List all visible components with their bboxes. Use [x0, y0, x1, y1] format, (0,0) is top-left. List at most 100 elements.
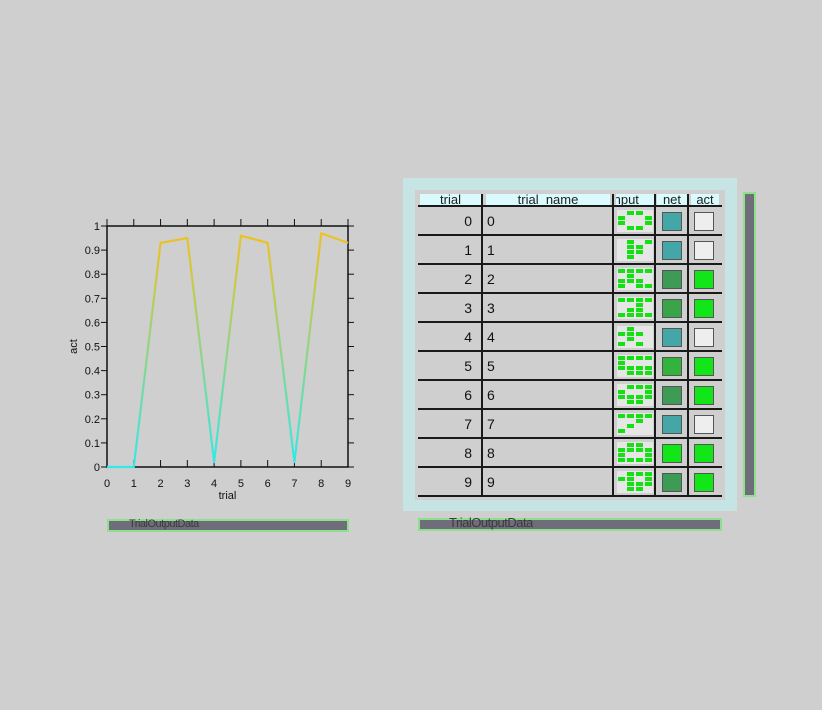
act-swatch[interactable] — [694, 415, 714, 434]
x-tick-label: 3 — [184, 478, 190, 490]
y-tick-label: 0.6 — [85, 317, 100, 329]
act-swatch[interactable] — [694, 357, 714, 376]
trial-cell[interactable]: 8 — [464, 445, 472, 461]
trial-name-cell[interactable]: 8 — [487, 445, 495, 461]
net-swatch[interactable] — [662, 415, 682, 434]
input-unit — [627, 211, 634, 215]
grid-caption-bar[interactable] — [418, 518, 722, 531]
act-swatch[interactable] — [694, 386, 714, 405]
trial-name-cell[interactable]: 7 — [487, 416, 495, 432]
row-divider — [418, 350, 722, 352]
input-pattern-cell[interactable] — [617, 355, 653, 377]
trial-name-cell[interactable]: 2 — [487, 271, 495, 287]
input-unit — [627, 356, 634, 360]
trial-name-cell[interactable]: 3 — [487, 300, 495, 316]
input-pattern-cell[interactable] — [617, 326, 653, 348]
act-swatch[interactable] — [694, 299, 714, 318]
grid-scrollbar[interactable] — [743, 192, 756, 497]
plot-caption-bar[interactable] — [107, 519, 349, 532]
net-swatch[interactable] — [662, 357, 682, 376]
input-unit — [627, 308, 634, 312]
trial-name-cell[interactable]: 0 — [487, 213, 495, 229]
input-pattern-cell[interactable] — [617, 384, 653, 406]
column-divider — [687, 194, 689, 497]
act-swatch[interactable] — [694, 212, 714, 231]
input-unit — [627, 255, 634, 259]
trial-name-cell[interactable]: 4 — [487, 329, 495, 345]
input-unit — [627, 298, 634, 302]
net-swatch[interactable] — [662, 299, 682, 318]
input-unit — [636, 482, 643, 486]
act-swatch[interactable] — [694, 473, 714, 492]
input-unit — [645, 269, 652, 273]
input-pattern-cell[interactable] — [617, 239, 653, 261]
net-swatch[interactable] — [662, 212, 682, 231]
header-act[interactable]: act — [691, 194, 719, 206]
input-pattern-cell[interactable] — [617, 297, 653, 319]
grid-caption: TrialOutputData — [449, 515, 533, 530]
act-swatch[interactable] — [694, 241, 714, 260]
input-unit — [636, 487, 643, 491]
input-unit — [618, 356, 625, 360]
row-divider — [418, 205, 722, 207]
y-tick-label: 0.4 — [85, 366, 100, 378]
act-line-series — [107, 232, 349, 469]
net-swatch[interactable] — [662, 270, 682, 289]
input-pattern-cell[interactable] — [617, 471, 653, 493]
net-swatch[interactable] — [662, 473, 682, 492]
net-swatch[interactable] — [662, 444, 682, 463]
trial-cell[interactable]: 6 — [464, 387, 472, 403]
input-unit — [636, 332, 643, 336]
trial-cell[interactable]: 3 — [464, 300, 472, 316]
act-swatch[interactable] — [694, 328, 714, 347]
x-tick-label: 1 — [131, 478, 137, 490]
input-unit — [618, 216, 625, 220]
trial-cell[interactable]: 4 — [464, 329, 472, 345]
row-divider — [418, 292, 722, 294]
trial-name-cell[interactable]: 1 — [487, 242, 495, 258]
y-axis-label: act — [68, 339, 80, 354]
input-pattern-cell[interactable] — [617, 268, 653, 290]
trial-name-cell[interactable]: 6 — [487, 387, 495, 403]
input-unit — [645, 240, 652, 244]
input-pattern-cell[interactable] — [617, 413, 653, 435]
input-unit — [627, 366, 634, 370]
header-trial[interactable]: trial — [420, 194, 481, 206]
x-tick-label: 0 — [104, 478, 110, 490]
input-unit — [627, 240, 634, 244]
trial-cell[interactable]: 7 — [464, 416, 472, 432]
row-divider — [418, 321, 722, 323]
x-tick-label: 8 — [318, 478, 324, 490]
header-trial-name[interactable]: trial_name — [486, 194, 610, 206]
act-swatch[interactable] — [694, 444, 714, 463]
input-pattern-cell[interactable] — [617, 442, 653, 464]
y-tick-label: 0.8 — [85, 269, 100, 281]
net-swatch[interactable] — [662, 386, 682, 405]
trial-cell[interactable]: 5 — [464, 358, 472, 374]
input-unit — [636, 303, 643, 307]
trial-name-cell[interactable]: 9 — [487, 474, 495, 490]
net-swatch[interactable] — [662, 328, 682, 347]
act-swatch[interactable] — [694, 270, 714, 289]
input-unit — [645, 395, 652, 399]
input-unit — [627, 424, 634, 428]
input-pattern-cell[interactable] — [617, 210, 653, 232]
trial-cell[interactable]: 0 — [464, 213, 472, 229]
trial-name-cell[interactable]: 5 — [487, 358, 495, 374]
trial-cell[interactable]: 2 — [464, 271, 472, 287]
x-tick-label: 4 — [211, 478, 217, 490]
trial-cell[interactable]: 1 — [464, 242, 472, 258]
header-net[interactable]: net — [657, 194, 687, 206]
input-unit — [636, 211, 643, 215]
input-unit — [636, 448, 643, 452]
input-unit — [627, 371, 634, 375]
row-divider — [418, 234, 722, 236]
net-swatch[interactable] — [662, 241, 682, 260]
input-unit — [636, 250, 643, 254]
input-unit — [636, 279, 643, 283]
header-input[interactable]: Input — [616, 194, 654, 206]
x-tick-label: 9 — [345, 478, 351, 490]
trial-cell[interactable]: 9 — [464, 474, 472, 490]
input-unit — [618, 298, 625, 302]
input-unit — [627, 337, 634, 341]
